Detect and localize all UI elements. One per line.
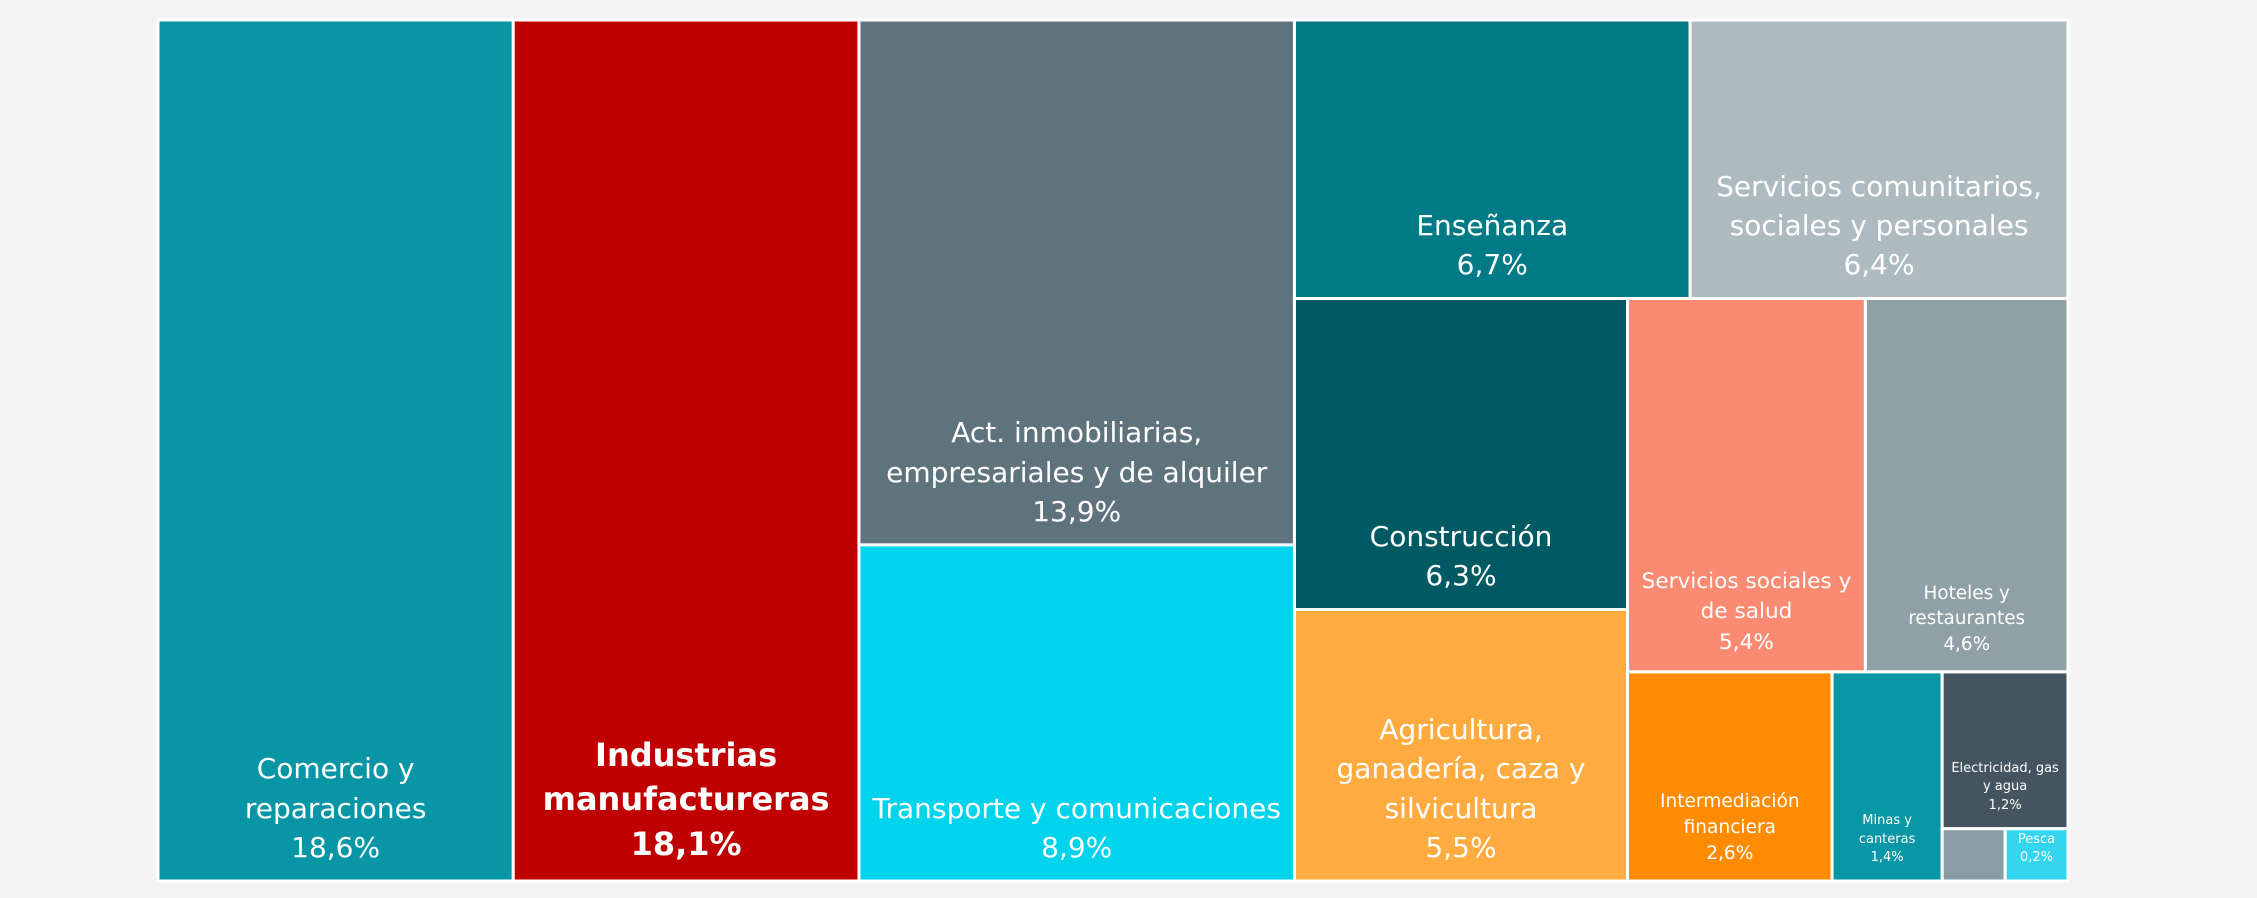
tile-value-label: 1,4% [1870, 849, 1904, 865]
tile-label: Servicios sociales y de salud [1641, 569, 1852, 625]
tile-label-box: Servicios comunitarios, sociales y perso… [1690, 20, 2068, 298]
tile-value-label: 18,6% [291, 830, 381, 864]
tile-label-wrap: Construcción 6,3% [1294, 298, 1627, 609]
tile-value-label: 13,9% [1032, 494, 1122, 528]
tile-label-box: Minas y canteras 1,4% [1832, 672, 1942, 881]
tile-value-label: 1,2% [1988, 797, 2022, 813]
tile-value-label: 6,3% [1425, 559, 1497, 593]
tile-value-label: 0,2% [2020, 849, 2054, 865]
tile-value-label: 8,9% [1041, 830, 1113, 864]
tile-label: Pesca [2017, 831, 2056, 847]
treemap-tile [1292, 607, 1630, 883]
tile-label-box: Construcción 6,3% [1294, 298, 1627, 609]
tile-label-box: Act. inmobiliarias, empresariales y de a… [859, 20, 1294, 545]
tile-label-wrap: Electricidad, gas y agua 1,2% [1942, 672, 2068, 829]
treemap-tile [1292, 18, 1692, 300]
tile-label: Servicios comunitarios, sociales y perso… [1716, 169, 2042, 243]
treemap-tile [2003, 827, 2070, 883]
tile-label: Enseñanza [1416, 209, 1569, 243]
tile-value-label: 5,5% [1425, 830, 1497, 864]
tile-label-box: Pesca 0,2% [2005, 829, 2068, 881]
tile-label-box: Electricidad, gas y agua 1,2% [1942, 672, 2068, 829]
tile-label-box: Comercio y reparaciones 18,6% [158, 20, 513, 881]
tile-value-label: 6,7% [1456, 248, 1528, 282]
tile-label-wrap: Pesca 0,2% [2005, 829, 2068, 881]
tile-label-wrap: Comercio y reparaciones 18,6% [158, 20, 513, 881]
treemap-tile [1863, 296, 2070, 674]
tile-label: Construcción [1369, 520, 1553, 554]
tile-label-box: Enseñanza 6,7% [1294, 20, 1690, 298]
treemap-tile [1940, 827, 2007, 883]
tile-label-wrap: Servicios comunitarios, sociales y perso… [1690, 20, 2068, 298]
tile-label-box: Agricultura, ganadería, caza y silvicult… [1294, 609, 1627, 881]
tile-value-label: 4,6% [1943, 634, 1991, 656]
tile-label-wrap: Servicios sociales y de salud 5,4% [1628, 298, 1866, 671]
tile-value-label: 6,4% [1843, 248, 1915, 282]
treemap-tile [857, 18, 1296, 547]
tile-value-label: 5,4% [1719, 629, 1774, 655]
treemap-tile [857, 543, 1296, 883]
treemap-tile [1830, 670, 1944, 883]
treemap-tile [511, 18, 861, 883]
tile-label: Transporte y comunicaciones [872, 791, 1281, 825]
tile-label-box: Hoteles y restaurantes 4,6% [1865, 298, 2068, 671]
tile-label-wrap: Hoteles y restaurantes 4,6% [1865, 298, 2068, 671]
treemap-tile [1688, 18, 2070, 300]
tile-value-label: 18,1% [630, 825, 742, 864]
tile-label: Agricultura, ganadería, caza y silvicult… [1336, 713, 1586, 825]
tile-value-label: 2,6% [1706, 842, 1754, 864]
tile-label-box: Intermediación financiera 2,6% [1628, 672, 1832, 881]
tile-label: Industrias manufactureras [542, 735, 830, 819]
treemap-tile [156, 18, 515, 883]
tile-label: Intermediación financiera [1659, 790, 1800, 838]
tile-label: Comercio y reparaciones [244, 752, 427, 825]
tile-label-wrap: Industrias manufactureras 18,1% [513, 20, 859, 881]
tile-label-wrap: Agricultura, ganadería, caza y silvicult… [1294, 609, 1627, 881]
tile-label-wrap: Enseñanza 6,7% [1294, 20, 1690, 298]
tile-label: Electricidad, gas y agua [1951, 761, 2059, 795]
tile-label-wrap: Act. inmobiliarias, empresariales y de a… [859, 20, 1294, 545]
tile-label-wrap: Intermediación financiera 2,6% [1628, 672, 1832, 881]
tile-label: Hoteles y restaurantes [1908, 582, 2026, 630]
tile-label-wrap: Transporte y comunicaciones 8,9% [859, 545, 1294, 881]
tile-label-box: Industrias manufactureras 18,1% [513, 20, 859, 881]
tile-label-box: Servicios sociales y de salud 5,4% [1628, 298, 1866, 671]
tile-label-box: Transporte y comunicaciones 8,9% [859, 545, 1294, 881]
tile-label: Minas y canteras [1858, 813, 1916, 847]
tile-label: Act. inmobiliarias, empresariales y de a… [886, 416, 1268, 489]
tile-label-wrap: Minas y canteras 1,4% [1832, 672, 1942, 881]
